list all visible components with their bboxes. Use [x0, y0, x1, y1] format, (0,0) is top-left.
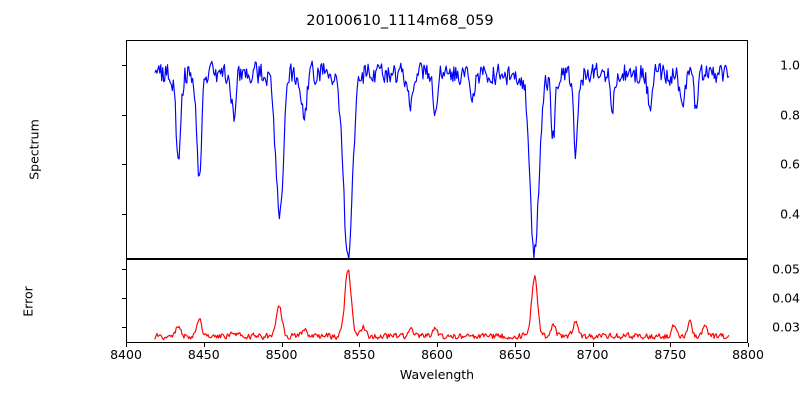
x-axis-label: Wavelength: [399, 367, 475, 382]
x-tick-label: 8700: [576, 347, 609, 362]
x-tick-mark: [126, 343, 127, 347]
spectrum-y-tick-mark: [122, 214, 126, 216]
figure-title: 20100610_1114m68_059: [306, 13, 494, 29]
x-tick-mark: [281, 343, 283, 347]
x-tick-mark: [592, 343, 594, 347]
x-tick-mark: [437, 343, 438, 347]
spectrum-y-tick-mark: [122, 64, 126, 66]
x-tick-mark: [748, 343, 749, 347]
spectrum-y-tick-label: 0.8: [780, 107, 800, 123]
error-y-axis-label: Error: [20, 286, 36, 317]
spectrum-y-tick-label: 1.0: [780, 57, 800, 73]
spectrum-y-tick-mark: [122, 164, 126, 166]
error-line-plot: [154, 269, 730, 341]
spectrum-axes: [126, 40, 748, 259]
spectrum-y-tick-mark: [122, 114, 126, 116]
spectrum-line-plot: [154, 60, 730, 258]
error-y-tick-mark: [122, 327, 126, 329]
x-tick-label: 8750: [654, 347, 687, 362]
x-tick-mark: [359, 343, 361, 347]
x-tick-label: 8400: [110, 347, 142, 362]
x-tick-mark: [203, 343, 205, 347]
spectrum-series-line: [154, 60, 730, 258]
x-tick-label: 8800: [732, 347, 764, 362]
spectrum-y-axis-label: Spectrum: [26, 119, 42, 180]
error-y-tick-label: 0.03: [772, 319, 800, 335]
spectrum-y-tick-label: 0.4: [780, 206, 800, 222]
x-tick-label: 8600: [421, 347, 453, 362]
x-tick-label: 8500: [265, 347, 298, 362]
error-series-line: [154, 269, 730, 341]
x-tick-mark: [670, 343, 672, 347]
x-tick-label: 8450: [187, 347, 220, 362]
x-tick-label: 8650: [498, 347, 531, 362]
error-axes: [126, 259, 748, 343]
x-tick-label: 8550: [343, 347, 376, 362]
x-tick-mark: [514, 343, 516, 347]
error-y-tick-label: 0.04: [772, 290, 800, 306]
error-y-tick-label: 0.05: [772, 261, 800, 277]
error-y-tick-mark: [122, 298, 126, 300]
spectrum-y-tick-label: 0.6: [780, 156, 800, 172]
error-y-tick-mark: [122, 269, 126, 271]
